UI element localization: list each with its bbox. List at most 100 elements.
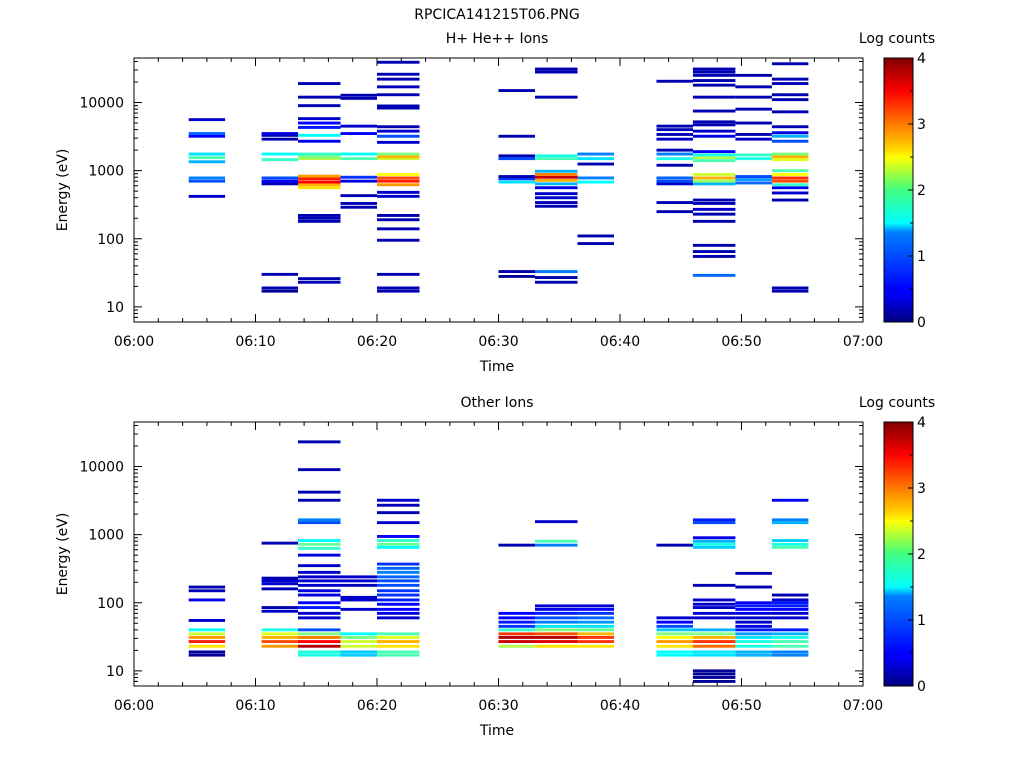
colorbar-tick-label: 1 [917,613,926,629]
spectrogram-cell [692,539,736,543]
spectrogram-cell [298,521,341,525]
spectrogram-cell [188,132,226,135]
spectrogram-cell [535,178,578,182]
spectrogram-cell [188,179,226,183]
spectrogram-cell [298,653,341,657]
spectrogram-cell [298,174,341,178]
spectrogram-cell [261,286,298,290]
spectrogram-cell [261,272,298,276]
spectrogram-cell [535,70,578,74]
colorbar-gradient [883,57,914,323]
spectrogram-cell [735,632,772,636]
spectrogram-cell [771,93,809,97]
spectrogram-cell [298,155,341,159]
spectrogram-cell [771,110,809,114]
spectrogram-cell [656,157,693,161]
spectrogram-cell [577,611,614,615]
figure-title: RPCICA141215T06.PNG [414,7,579,23]
spectrogram-cell [535,632,578,636]
spectrogram-cell [298,219,341,223]
spectrogram-cell [692,644,736,648]
spectrogram-cell [535,192,578,196]
spectrogram-cell [261,176,298,180]
spectrogram-cell [377,632,420,636]
spectrogram-cell [692,273,736,277]
spectrogram-cell [377,77,420,81]
spectrogram-cell [535,276,578,279]
spectrogram-cell [771,173,809,176]
spectrogram-cell [377,566,420,570]
spectrogram-cell [377,176,420,180]
spectrogram-cell [535,270,578,273]
spectrogram-cell [692,676,736,679]
spectrogram-cell [577,607,614,611]
spectrogram-cell [261,609,298,613]
spectrogram-cell [377,539,420,542]
spectrogram-cell [377,583,420,587]
spectrogram-cell [535,186,578,190]
spectrogram-cell [692,250,736,253]
spectrogram-cell [377,498,420,502]
colorbar: Log counts 0 1 2 3 4 [859,395,935,695]
spectrogram-cell [692,545,736,549]
spectrogram-cell [298,644,341,648]
x-tick-label: 06:40 [600,334,640,350]
spectrogram-cell [735,121,772,125]
spectrogram-cell [771,158,809,162]
spectrogram-cell [377,106,420,110]
spectrogram-cell [692,134,736,138]
spectrogram-cell [535,543,578,547]
spectrogram-cell [340,595,377,599]
spectrogram-cell [261,152,298,156]
spectrogram-cell [771,545,809,549]
spectrogram-cell [535,67,578,71]
spectrogram-cell [656,644,693,648]
spectrogram-cell [735,157,772,161]
spectrogram-cell [498,275,535,278]
spectrogram-cell [188,118,226,122]
spectrogram-cell [735,137,772,141]
spectrogram-cell [261,182,298,186]
spectrogram-cell [735,571,772,575]
spectrogram-cell [656,137,693,141]
spectrogram-cell [298,82,341,85]
spectrogram-cell [577,628,614,632]
spectrogram-cell [298,606,341,609]
spectrogram-cell [535,628,578,632]
spectrogram-cell [377,60,420,64]
spectrogram-cell [298,214,341,217]
spectrogram-cell [535,175,578,179]
spectrogram-cell [771,179,809,183]
spectrogram-cell [377,218,420,222]
spectrogram-cell [771,650,809,654]
spectrogram-cell [771,125,809,129]
spectrogram-cell [377,129,420,133]
spectrogram-cell [771,607,809,611]
spectrogram-cell [771,653,809,657]
spectrogram-cell [692,95,736,99]
spectrogram-cell [298,121,341,125]
spectrogram-cell [735,585,772,589]
spectrogram-cell [377,589,420,593]
y-tick-label: 10 [106,664,124,680]
spectrogram-cell [535,624,578,628]
spectrogram-cell [735,624,772,628]
spectrogram-cell [535,154,578,158]
spectrogram-cell [577,180,614,184]
panel-h-he-ions: H+ He++ Ions 06:00 06:10 06:20 06:30 06:40 06… [55,31,935,375]
spectrogram-cell [340,579,377,583]
spectrogram-cell [298,180,341,184]
colorbar-tick-label: 2 [917,547,926,563]
spectrogram-cell [261,587,298,591]
x-tick-label: 06:00 [114,698,154,714]
colorbar-ticks: 0 1 2 3 4 [908,415,926,695]
spectrogram-cell [692,669,736,673]
x-tick-label: 06:10 [235,334,275,350]
colorbar-tick-label: 0 [917,315,926,331]
spectrogram-cell [298,632,341,636]
spectrogram-cell [377,227,420,231]
spectrogram-cell [735,644,772,648]
spectrogram-cell [692,120,736,124]
y-tick-label: 10000 [79,96,124,112]
spectrogram-cell [188,628,226,632]
